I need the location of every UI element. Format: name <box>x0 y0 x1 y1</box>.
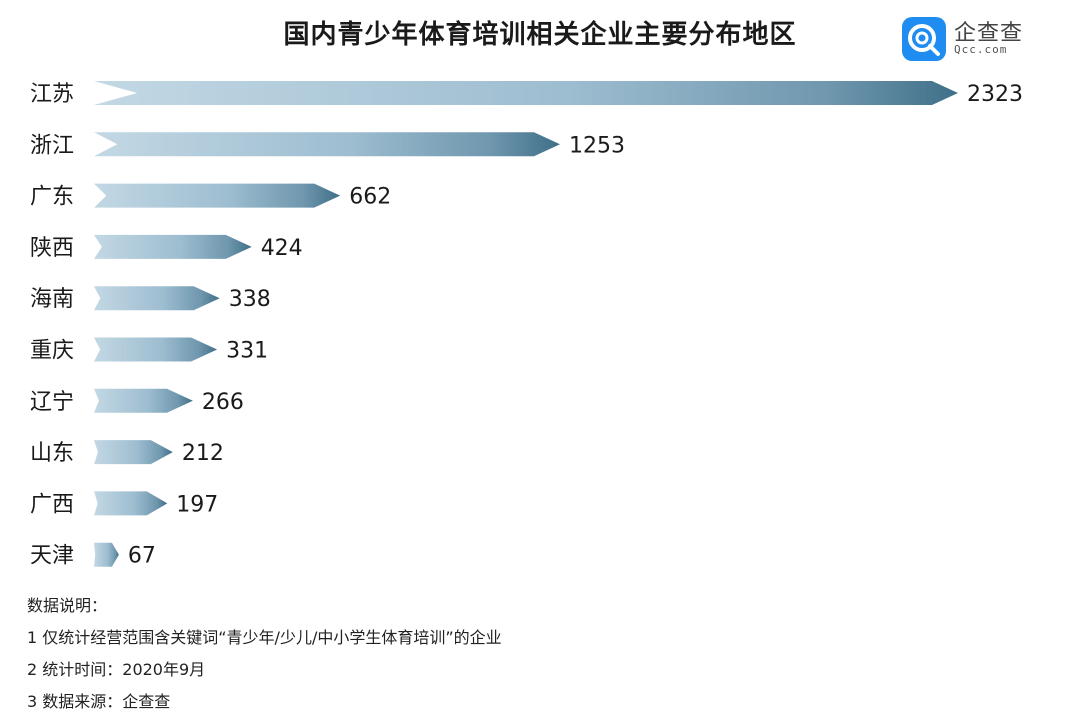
value-label: 212 <box>182 441 224 466</box>
category-label: 天津 <box>30 544 74 569</box>
bar <box>94 542 119 567</box>
value-label: 1253 <box>569 133 625 158</box>
bar <box>94 491 168 516</box>
value-label: 662 <box>349 185 391 210</box>
value-label: 424 <box>261 236 303 261</box>
logo-name-cn: 企查查 <box>954 21 1024 46</box>
category-label: 重庆 <box>30 339 74 364</box>
value-label: 331 <box>226 339 268 364</box>
bar-chart: 江苏 2323 浙江 1253 广东 662 陕西 424 海南 338 重庆 331 辽宁 266 山东 2… <box>30 81 1023 569</box>
category-label: 浙江 <box>30 133 74 158</box>
notes-line-3: 3 数据来源：企查查 <box>27 692 171 711</box>
value-label: 2323 <box>967 82 1023 107</box>
value-label: 266 <box>202 390 244 415</box>
chart-title: 国内青少年体育培训相关企业主要分布地区 <box>283 20 797 50</box>
data-notes: 数据说明： 1 仅统计经营范围含关键词“青少年/少儿/中小学生体育培训”的企业 … <box>27 590 502 718</box>
bar <box>94 286 220 311</box>
notes-heading: 数据说明： <box>27 596 108 615</box>
qcc-logo-icon <box>902 17 946 61</box>
qcc-logo: 企查查 Qcc.com <box>902 17 1052 61</box>
bar <box>94 234 252 259</box>
category-label: 山东 <box>30 441 74 466</box>
category-label: 陕西 <box>30 236 74 261</box>
bar <box>94 388 193 413</box>
notes-line-1: 1 仅统计经营范围含关键词“青少年/少儿/中小学生体育培训”的企业 <box>27 628 502 647</box>
category-label: 广西 <box>30 492 74 517</box>
bar <box>94 132 560 157</box>
value-label: 338 <box>229 287 271 312</box>
category-label: 江苏 <box>30 82 74 107</box>
category-label: 辽宁 <box>30 390 74 415</box>
bar <box>94 337 218 362</box>
category-label: 广东 <box>30 185 74 210</box>
bar <box>94 183 341 208</box>
value-label: 67 <box>128 544 156 569</box>
logo-name-en: Qcc.com <box>954 43 1008 56</box>
bar <box>94 81 958 105</box>
category-label: 海南 <box>30 287 74 312</box>
value-label: 197 <box>176 492 218 517</box>
bar <box>94 440 173 465</box>
notes-line-2: 2 统计时间：2020年9月 <box>27 660 206 679</box>
